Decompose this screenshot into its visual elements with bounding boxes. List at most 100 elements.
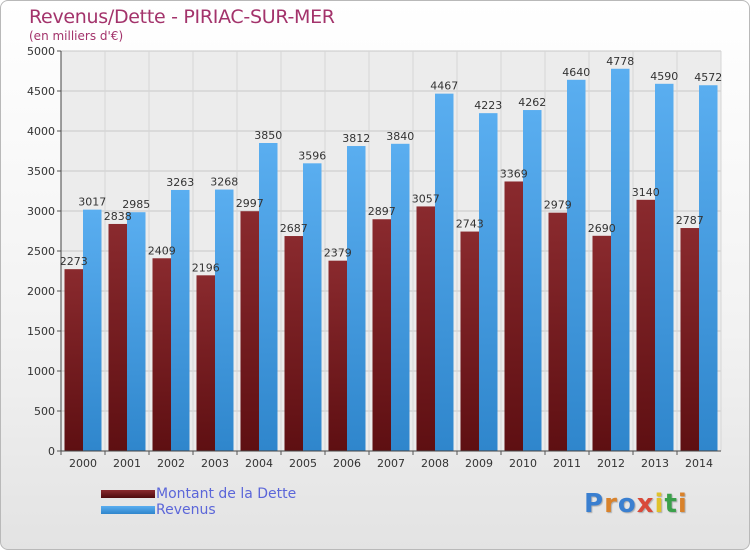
x-tick-label: 2004 [245, 457, 273, 470]
x-tick-label: 2003 [201, 457, 229, 470]
legend-label-dette: Montant de la Dette [156, 486, 297, 502]
data-label-dette: 3140 [632, 186, 660, 199]
data-label-revenus: 3017 [78, 196, 106, 209]
data-label-dette: 2690 [588, 222, 616, 235]
bar-dette [108, 223, 127, 451]
x-tick-label: 2010 [509, 457, 537, 470]
y-tick-label: 500 [34, 405, 55, 418]
x-tick-label: 2002 [157, 457, 185, 470]
data-label-revenus: 4467 [430, 80, 458, 93]
chart-title: Revenus/Dette - PIRIAC-SUR-MER [29, 6, 335, 28]
data-label-dette: 2979 [544, 199, 572, 212]
bar-revenus [479, 113, 498, 451]
bar-dette [636, 199, 655, 451]
bar-revenus [655, 83, 674, 452]
logo-letter: P [584, 489, 605, 519]
bar-revenus [611, 68, 630, 451]
bar-dette [196, 275, 215, 451]
y-tick-label: 4000 [27, 125, 55, 138]
bar-dette [592, 235, 611, 451]
logo-letter: i [654, 489, 665, 519]
data-label-dette: 3369 [500, 167, 528, 180]
data-label-dette: 3057 [412, 192, 440, 205]
data-label-dette: 2997 [236, 197, 264, 210]
data-label-revenus: 2985 [122, 198, 150, 211]
bars [64, 68, 718, 452]
bar-revenus [127, 212, 146, 451]
y-tick-label: 1500 [27, 325, 55, 338]
bar-dette [548, 212, 567, 451]
data-label-dette: 2787 [676, 214, 704, 227]
logo-letter: o [617, 489, 637, 519]
bar-revenus [435, 93, 454, 451]
data-label-revenus: 4223 [474, 99, 502, 112]
bar-dette [64, 269, 83, 451]
x-tick-label: 2009 [465, 457, 493, 470]
bar-dette [680, 228, 699, 451]
x-tick-label: 2013 [641, 457, 669, 470]
x-tick-label: 2014 [685, 457, 713, 470]
data-label-dette: 2409 [148, 244, 176, 257]
bar-revenus [83, 209, 102, 451]
bar-dette [240, 211, 259, 451]
data-label-dette: 2897 [368, 205, 396, 218]
data-label-dette: 2838 [104, 210, 132, 223]
x-tick-label: 2008 [421, 457, 449, 470]
legend-swatch-revenus [101, 506, 155, 514]
data-label-revenus: 4640 [562, 66, 590, 79]
y-tick-label: 0 [48, 445, 55, 458]
x-tick-label: 2006 [333, 457, 361, 470]
data-label-revenus: 3850 [254, 129, 282, 142]
y-tick-label: 2000 [27, 285, 55, 298]
x-tick-label: 2012 [597, 457, 625, 470]
bar-dette [328, 260, 347, 451]
bar-revenus [567, 79, 586, 452]
bar-dette [504, 181, 523, 452]
logo-letter: i [677, 489, 688, 519]
y-tick-label: 2500 [27, 245, 55, 258]
y-tick-label: 3000 [27, 205, 55, 218]
bar-revenus [259, 143, 278, 451]
bar-revenus [391, 143, 410, 452]
bar-dette [152, 258, 171, 451]
data-label-revenus: 4262 [518, 96, 546, 109]
bar-revenus [523, 110, 542, 451]
axes: 0 500 1000 1500 2000 2500 3000 3500 4000 4500 5000… [27, 45, 721, 470]
data-label-dette: 2687 [280, 222, 308, 235]
x-tick-label: 2011 [553, 457, 581, 470]
bar-revenus [347, 146, 366, 452]
y-tick-label: 5000 [27, 45, 55, 58]
data-label-revenus: 3812 [342, 132, 370, 145]
bar-dette [416, 206, 435, 451]
y-tick-label: 3500 [27, 165, 55, 178]
y-tick-label: 1000 [27, 365, 55, 378]
bar-dette [372, 219, 391, 451]
bar-revenus [215, 189, 234, 451]
data-label-revenus: 4778 [606, 55, 634, 68]
data-label-revenus: 4572 [694, 71, 722, 84]
logo-letter: r [604, 489, 618, 519]
data-label-dette: 2273 [60, 255, 88, 268]
legend-label-revenus: Revenus [156, 502, 216, 518]
proxiti-logo: Proxiti [584, 489, 688, 519]
x-tick-label: 2007 [377, 457, 405, 470]
logo-letter: x [636, 489, 655, 519]
data-label-revenus: 3263 [166, 176, 194, 189]
legend-swatch-dette [101, 490, 155, 498]
bar-dette [284, 236, 303, 451]
data-label-revenus: 3268 [210, 176, 238, 189]
data-label-dette: 2743 [456, 218, 484, 231]
data-label-revenus: 3596 [298, 149, 326, 162]
chart-subtitle: (en milliers d'€) [29, 29, 124, 43]
bar-revenus [699, 85, 718, 452]
x-tick-label: 2000 [69, 457, 97, 470]
data-label-dette: 2196 [192, 261, 220, 274]
data-label-dette: 2379 [324, 247, 352, 260]
data-label-revenus: 3840 [386, 130, 414, 143]
bar-revenus [171, 189, 190, 451]
x-tick-label: 2001 [113, 457, 141, 470]
bar-revenus [303, 163, 322, 451]
